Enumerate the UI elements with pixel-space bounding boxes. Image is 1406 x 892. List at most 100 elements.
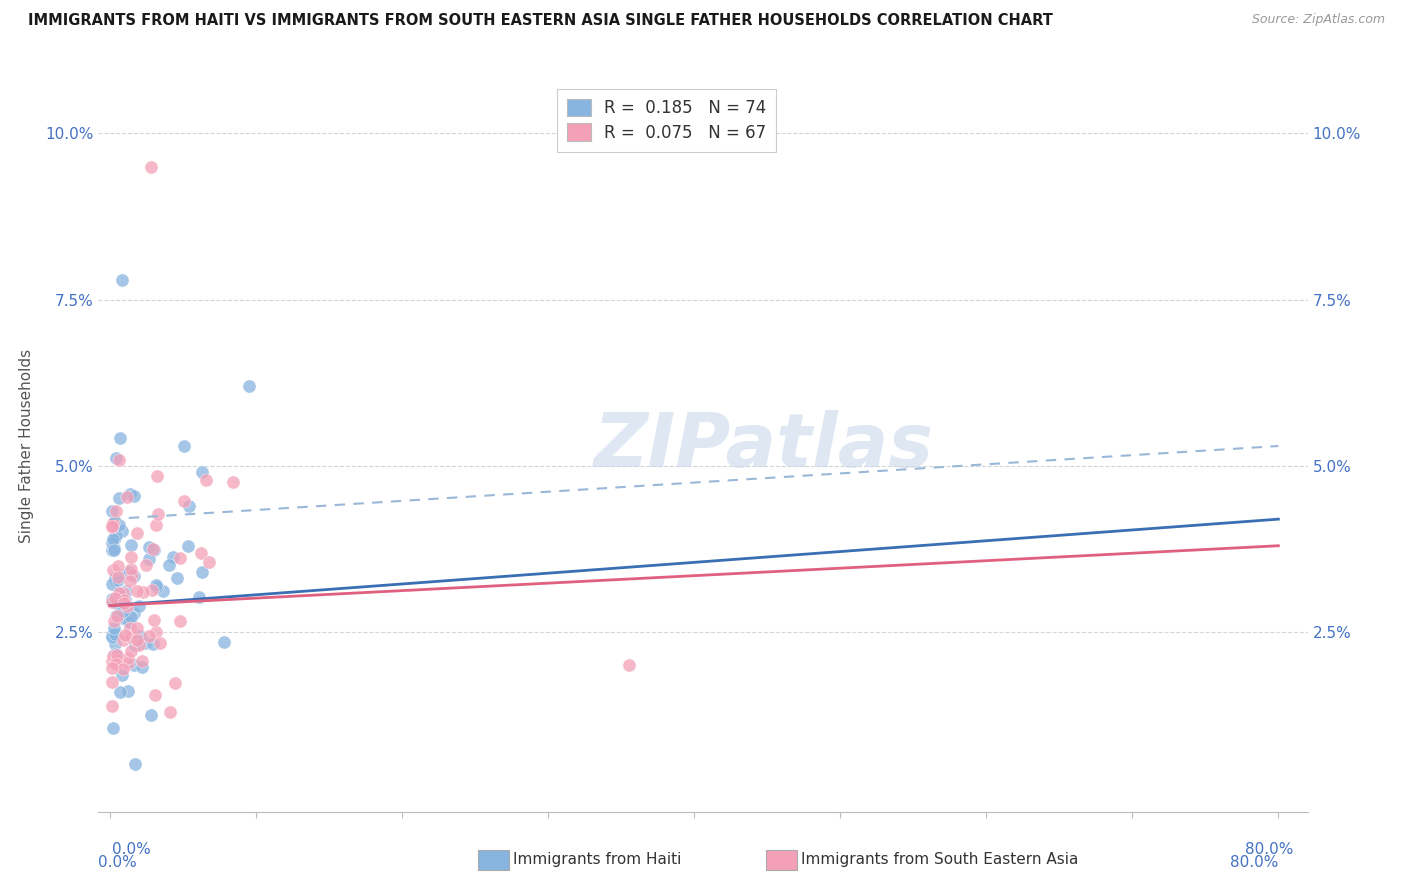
Point [118,487,141,501]
Point [142,543,165,558]
Point [104,608,127,623]
Point [120,643,142,657]
Point [101,516,124,530]
Point [100,519,122,533]
Text: 80.0%: 80.0% [1246,842,1294,856]
Point [146,507,169,521]
Point [173,439,195,453]
Point [166,571,188,585]
Point [111,586,134,600]
Point [101,536,124,550]
Point [134,635,156,649]
Point [107,593,129,607]
Point [112,593,135,607]
Point [101,563,124,577]
Point [118,615,141,630]
Point [159,706,181,720]
Point [100,654,122,668]
Point [105,653,128,667]
Point [142,542,165,557]
Point [114,628,136,642]
Point [146,580,169,594]
Point [104,571,127,585]
Point [101,504,124,518]
Point [125,584,148,599]
Point [128,599,150,613]
Point [100,595,122,609]
Point [111,611,134,625]
Point [101,675,124,690]
Point [107,518,129,533]
Point [124,638,146,652]
Point [222,475,245,490]
Text: Source: ZipAtlas.com: Source: ZipAtlas.com [1251,13,1385,27]
Point [179,500,201,514]
Point [103,574,125,588]
Point [117,657,139,671]
Point [105,528,128,542]
Point [101,661,124,675]
Point [105,608,128,623]
Point [142,636,165,650]
Point [108,685,131,699]
Point [100,592,122,607]
Point [103,541,125,556]
Point [120,550,142,565]
Point [122,606,145,620]
Point [135,558,157,572]
Point [108,586,131,600]
Point [163,676,186,690]
Point [132,584,155,599]
Point [110,431,132,445]
Point [103,531,125,545]
Text: Immigrants from Haiti: Immigrants from Haiti [513,853,682,867]
Point [190,546,212,560]
Point [139,160,162,174]
Point [100,520,122,534]
Point [152,584,174,599]
Point [100,577,122,591]
Point [197,556,219,570]
Point [112,603,135,617]
Point [104,451,127,466]
Point [112,632,135,647]
Point [108,453,131,467]
Point [107,574,129,588]
Point [111,668,134,682]
Point [117,684,139,698]
Point [127,525,149,540]
Y-axis label: Single Father Households: Single Father Households [20,349,34,543]
Point [111,273,134,287]
Point [114,611,136,625]
Point [104,627,127,641]
Point [100,699,122,714]
Point [100,543,122,558]
Point [139,708,162,723]
Point [138,541,160,555]
Point [187,591,209,605]
Point [114,592,136,607]
Point [117,651,139,665]
Point [118,565,141,579]
Point [212,635,235,649]
Text: 0.0%: 0.0% [98,855,138,870]
Point [122,658,145,673]
Point [143,613,166,627]
Point [141,583,163,598]
Point [100,630,122,644]
Point [125,622,148,636]
Point [195,473,218,487]
Point [146,469,169,483]
Point [124,756,146,771]
Text: IMMIGRANTS FROM HAITI VS IMMIGRANTS FROM SOUTH EASTERN ASIA SINGLE FATHER HOUSEH: IMMIGRANTS FROM HAITI VS IMMIGRANTS FROM… [28,13,1053,29]
Point [101,648,124,663]
Point [101,721,124,735]
Point [105,657,128,671]
Point [120,609,142,624]
Point [107,559,129,574]
Point [111,524,134,538]
Point [129,629,152,643]
Point [169,551,191,566]
Point [115,583,138,598]
Point [169,614,191,628]
